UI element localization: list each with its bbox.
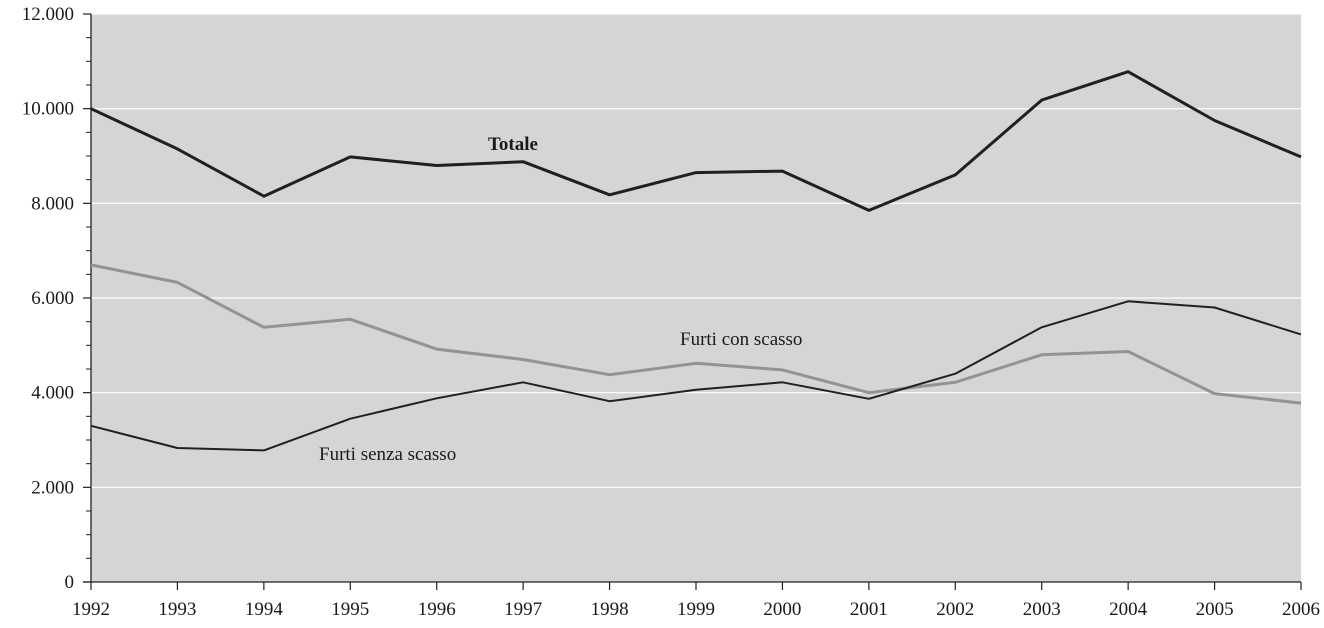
x-tick-label: 1993 bbox=[158, 599, 196, 620]
series-lines bbox=[90, 70, 1302, 452]
x-tick-label: 2005 bbox=[1196, 599, 1234, 620]
series-line-totale bbox=[90, 70, 1302, 212]
series-label-furti-con-scasso: Furti con scasso bbox=[680, 329, 802, 350]
series-label-furti-senza-scasso: Furti senza scasso bbox=[319, 444, 456, 465]
y-tick-label: 0 bbox=[65, 572, 75, 593]
x-tick-label: 1998 bbox=[591, 599, 629, 620]
x-tick-label: 1992 bbox=[72, 599, 110, 620]
series-label-totale: Totale bbox=[488, 134, 538, 155]
x-tick-label: 1995 bbox=[331, 599, 369, 620]
series-line-furti-senza-scasso bbox=[90, 300, 1302, 452]
y-tick-label: 6.000 bbox=[31, 288, 74, 309]
x-tick-label: 1997 bbox=[504, 599, 542, 620]
y-tick-label: 4.000 bbox=[31, 383, 74, 404]
y-tick-label: 2.000 bbox=[31, 477, 74, 498]
y-tick-label: 10.000 bbox=[22, 99, 74, 120]
series-labels: Totale Furti con scasso Furti senza scas… bbox=[319, 134, 802, 465]
x-tick-label: 2003 bbox=[1023, 599, 1061, 620]
x-tick-label: 1996 bbox=[418, 599, 456, 620]
gridlines bbox=[91, 13, 1301, 488]
x-tick-label: 1999 bbox=[677, 599, 715, 620]
x-tick-label: 1994 bbox=[245, 599, 284, 620]
axes: 0 2.000 4.000 6.000 8.000 10.000 12.000 1992 199… bbox=[22, 4, 1320, 620]
x-tick-label: 2004 bbox=[1109, 599, 1148, 620]
x-tick-label: 2002 bbox=[936, 599, 974, 620]
x-tick-label: 2006 bbox=[1282, 599, 1320, 620]
y-tick-label: 8.000 bbox=[31, 193, 74, 214]
x-tick-label: 2001 bbox=[850, 599, 888, 620]
series-line-furti-con-scasso bbox=[90, 263, 1302, 405]
y-tick-label: 12.000 bbox=[22, 4, 74, 25]
x-tick-label: 2000 bbox=[763, 599, 801, 620]
